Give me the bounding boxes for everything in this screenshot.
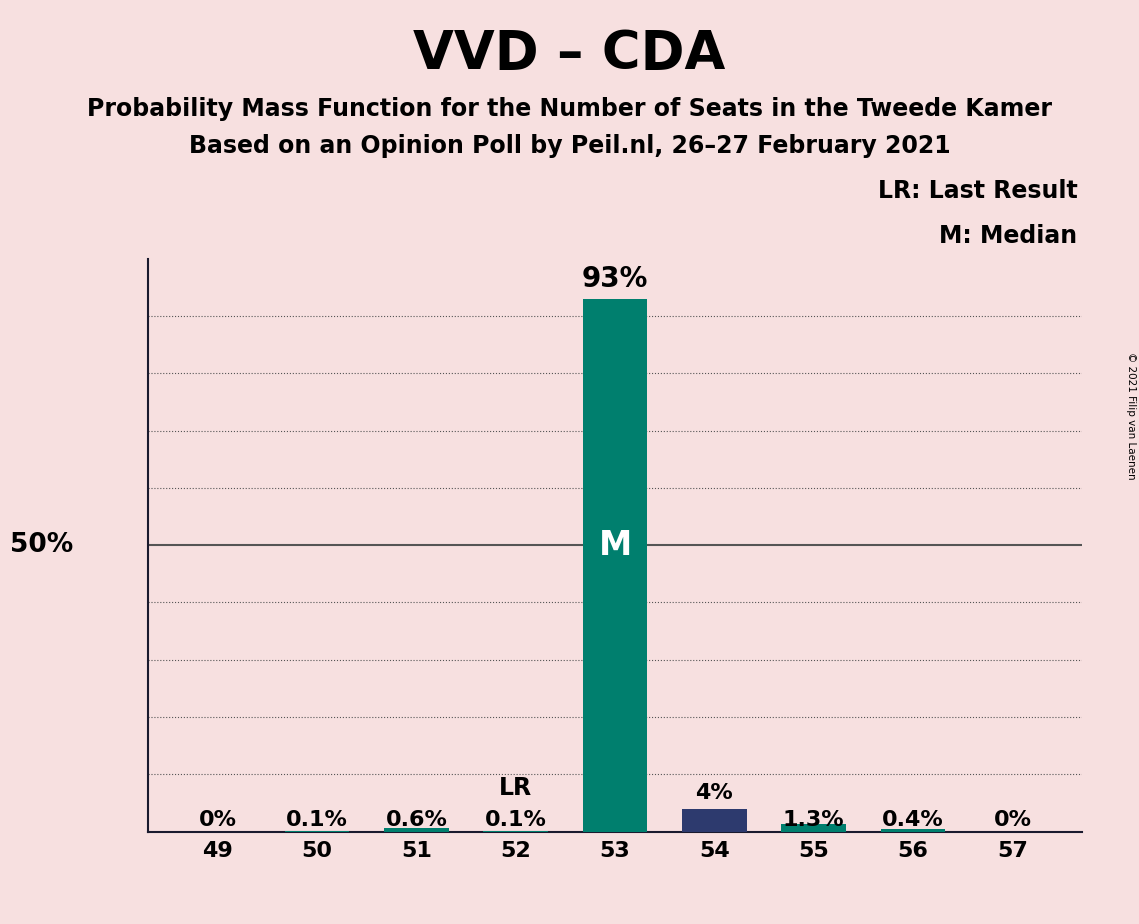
Text: 0%: 0% (198, 810, 237, 831)
Bar (880, 830, 945, 832)
Text: 1.3%: 1.3% (782, 810, 845, 831)
Text: 0.6%: 0.6% (385, 810, 448, 831)
Bar (781, 824, 846, 832)
Text: 0.1%: 0.1% (286, 810, 347, 831)
Text: 4%: 4% (696, 783, 734, 803)
Text: LR: LR (499, 776, 532, 800)
Text: © 2021 Filip van Laenen: © 2021 Filip van Laenen (1125, 352, 1136, 480)
Text: Based on an Opinion Poll by Peil.nl, 26–27 February 2021: Based on an Opinion Poll by Peil.nl, 26–… (189, 134, 950, 158)
Text: Probability Mass Function for the Number of Seats in the Tweede Kamer: Probability Mass Function for the Number… (87, 97, 1052, 121)
Text: LR: Last Result: LR: Last Result (878, 178, 1077, 202)
Text: 0.1%: 0.1% (485, 810, 547, 831)
Text: M: Median: M: Median (940, 225, 1077, 249)
Text: M: M (598, 529, 632, 562)
Text: VVD – CDA: VVD – CDA (413, 28, 726, 79)
Text: 0%: 0% (993, 810, 1032, 831)
Text: 93%: 93% (582, 265, 648, 293)
Text: 0.4%: 0.4% (883, 810, 944, 831)
Bar (583, 298, 647, 832)
Bar (682, 808, 747, 832)
Bar (384, 828, 449, 832)
Text: 50%: 50% (10, 532, 73, 558)
